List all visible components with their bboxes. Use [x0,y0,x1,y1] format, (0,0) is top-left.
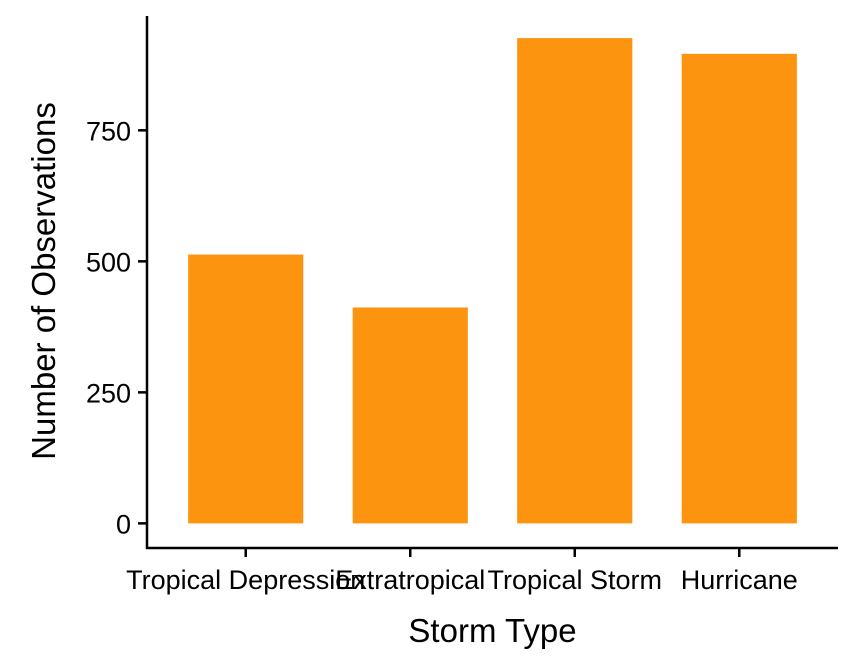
bar-hurricane [681,53,797,524]
y-tick-label: 750 [86,116,131,146]
y-tick-label: 500 [86,247,131,277]
y-axis-title: Number of Observations [25,102,62,460]
y-tick-label: 250 [86,378,131,408]
bar-tropical-depression [188,254,304,524]
bars-group [188,38,797,524]
x-tick-label: Hurricane [681,565,798,595]
y-tick-label: 0 [116,509,131,539]
bar-extratropical [352,307,468,524]
x-tick-label: Extratropical [335,565,485,595]
x-axis-title: Storm Type [408,612,576,649]
bar-tropical-storm [517,38,633,524]
x-tick-label: Tropical Depression [126,565,365,595]
x-tick-label: Tropical Storm [487,565,662,595]
y-axis-ticks: 0 250 500 750 [86,116,147,539]
